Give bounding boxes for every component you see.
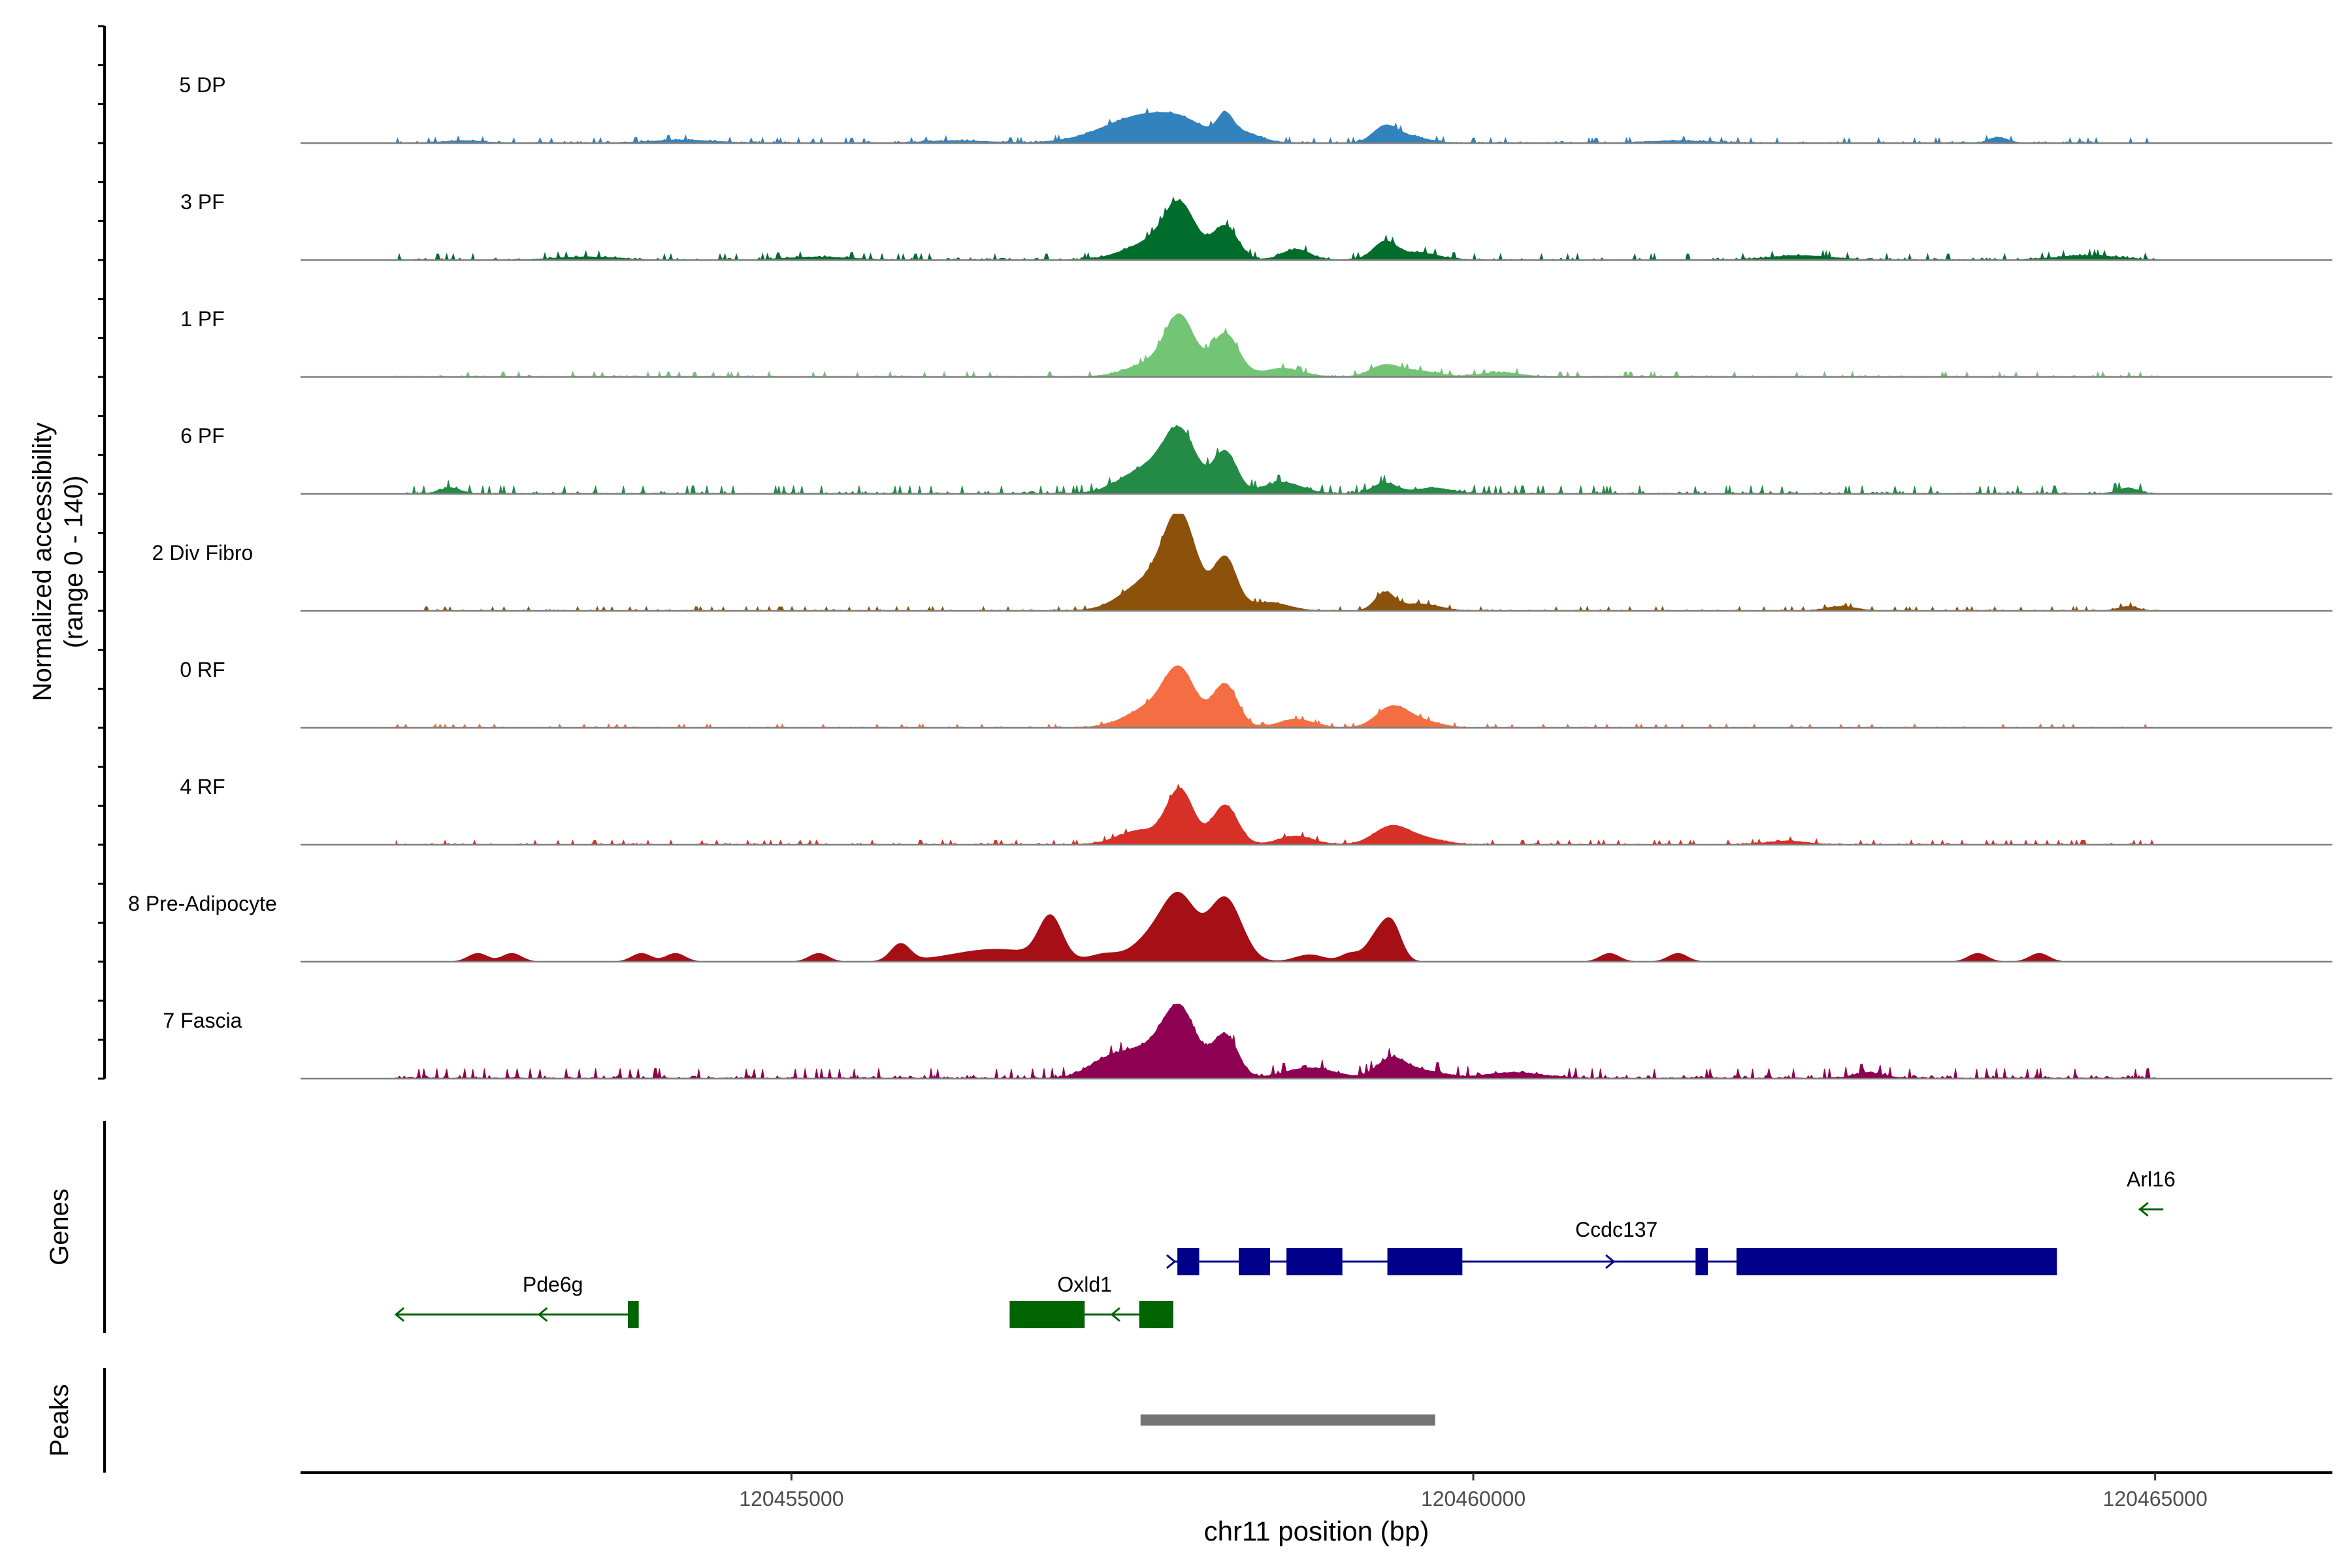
signal-area [395,107,2159,144]
track-label: 1 PF [180,307,225,331]
signal-area [395,196,2159,261]
gene-ccdc137: Ccdc137 [1166,1218,2057,1275]
strand-arrow-icon [1110,1307,1120,1322]
track-label: 8 Pre-Adipocyte [128,892,277,915]
peak-region [1140,1414,1435,1426]
gene-exon [1736,1248,2057,1275]
gene-exon [1139,1301,1173,1328]
strand-arrow-icon [1166,1254,1177,1269]
gene-exon [1239,1248,1271,1275]
gene-exon [1177,1248,1200,1275]
signal-area [395,514,2159,612]
signal-area [395,425,2159,495]
x-tick-label: 120465000 [2103,1487,2208,1511]
track-label: 3 PF [180,190,225,214]
gene-label: Pde6g [523,1273,583,1296]
signal-area [396,891,2158,962]
track-label: 0 RF [180,658,225,681]
track-label: 2 Div Fibro [152,541,253,564]
gene-pde6g: Pde6g [394,1273,639,1328]
y-axis-label: Normalized accessibility [28,423,57,702]
strand-arrow-icon [537,1307,548,1322]
gene-arl16: Arl16 [2127,1168,2176,1217]
peaks-track-label: Peaks [45,1384,74,1456]
gene-oxld1: Oxld1 [1009,1273,1173,1328]
track-8-pre-adipocyte: 8 Pre-Adipocyte [128,891,2332,963]
track-2-div-fibro: 2 Div Fibro [152,514,2332,612]
signal-area [395,665,2158,728]
gene-exon [627,1301,639,1328]
strand-arrow-icon [394,1307,405,1322]
track-label: 7 Fascia [163,1009,242,1032]
track-0-rf: 0 RF [180,658,2332,729]
gene-exon [1387,1248,1463,1275]
gene-label: Ccdc137 [1575,1218,1658,1241]
gene-exon [1009,1301,1085,1328]
track-5-dp: 5 DP [179,73,2332,144]
gene-label: Oxld1 [1057,1273,1112,1296]
y-axis-label-range: (range 0 - 140) [59,476,88,649]
track-1-pf: 1 PF [180,307,2332,378]
x-axis-title: chr11 position (bp) [1204,1516,1429,1546]
gene-label: Arl16 [2127,1168,2176,1191]
track-label: 5 DP [179,73,225,97]
x-tick-label: 120460000 [1421,1487,1526,1511]
track-label: 6 PF [180,424,225,448]
strand-arrow-icon [1605,1254,1616,1269]
peaks-panel: Peaks [45,1368,1435,1473]
track-label: 4 RF [180,775,225,798]
gene-exon [1695,1248,1708,1275]
genes-track-label: Genes [45,1188,74,1266]
signal-area [395,313,2159,378]
track-7-fascia: 7 Fascia [163,1004,2332,1080]
coverage-tracks: 5 DP 3 PF 1 PF 6 PF 2 Div Fibro 0 RF 4 RF 8 Pre… [128,73,2332,1080]
signal-area [395,1004,2158,1080]
genes-panel: Genes Ccdc137 Pde6g Oxld1 Arl16 [45,1121,2176,1333]
gene-exon [1286,1248,1343,1275]
x-axis: 120455000 120460000 120465000 chr11 positi… [301,1471,2332,1546]
track-6-pf: 6 PF [180,424,2332,495]
track-3-pf: 3 PF [180,190,2332,261]
signal-area [395,783,2158,846]
coverage-left-axis [98,25,106,1080]
x-tick-label: 120455000 [739,1487,843,1511]
track-4-rf: 4 RF [180,775,2332,846]
